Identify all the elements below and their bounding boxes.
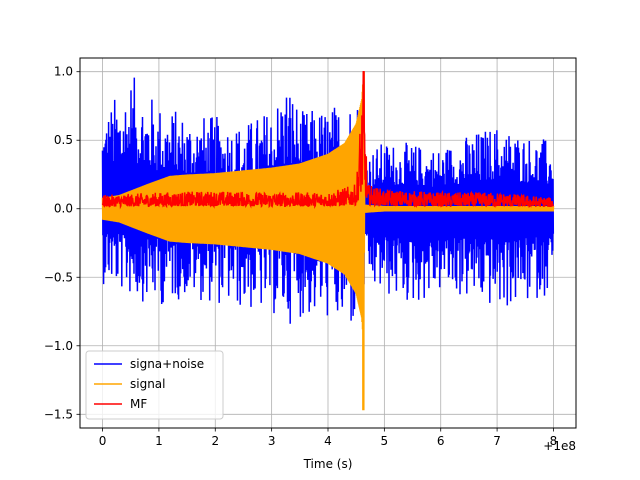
x-axis-label: Time (s) (303, 457, 353, 471)
y-tick-label: −1.5 (44, 407, 73, 421)
x-tick-label: 2 (211, 434, 219, 448)
y-tick-label: 0.5 (54, 133, 73, 147)
legend-label-0: signa+noise (130, 357, 204, 371)
x-tick-label: 7 (493, 434, 501, 448)
y-tick-label: −1.0 (44, 339, 73, 353)
x-tick-label: 3 (268, 434, 276, 448)
x-tick-label: 8 (550, 434, 558, 448)
x-tick-label: 0 (99, 434, 107, 448)
series-signal-line (101, 71, 555, 411)
series-layer (101, 70, 555, 411)
legend-label-1: signal (130, 377, 166, 391)
x-tick-label: 4 (324, 434, 332, 448)
x-axis: 0 1 2 3 4 5 6 7 8 (99, 428, 558, 448)
y-tick-label: −0.5 (44, 270, 73, 284)
legend: signa+noise signal MF (85, 350, 224, 420)
x-axis-offset-label: +1e8 (543, 439, 576, 453)
y-axis: −1.5 −1.0 −0.5 0.0 0.5 1.0 (44, 65, 80, 421)
series-mf-line (101, 70, 554, 210)
y-tick-label: 0.0 (54, 202, 73, 216)
x-tick-label: 1 (155, 434, 163, 448)
legend-box (85, 350, 224, 420)
y-tick-label: 1.0 (54, 65, 73, 79)
x-tick-label: 5 (381, 434, 389, 448)
legend-label-2: MF (130, 397, 147, 411)
x-tick-label: 6 (437, 434, 445, 448)
